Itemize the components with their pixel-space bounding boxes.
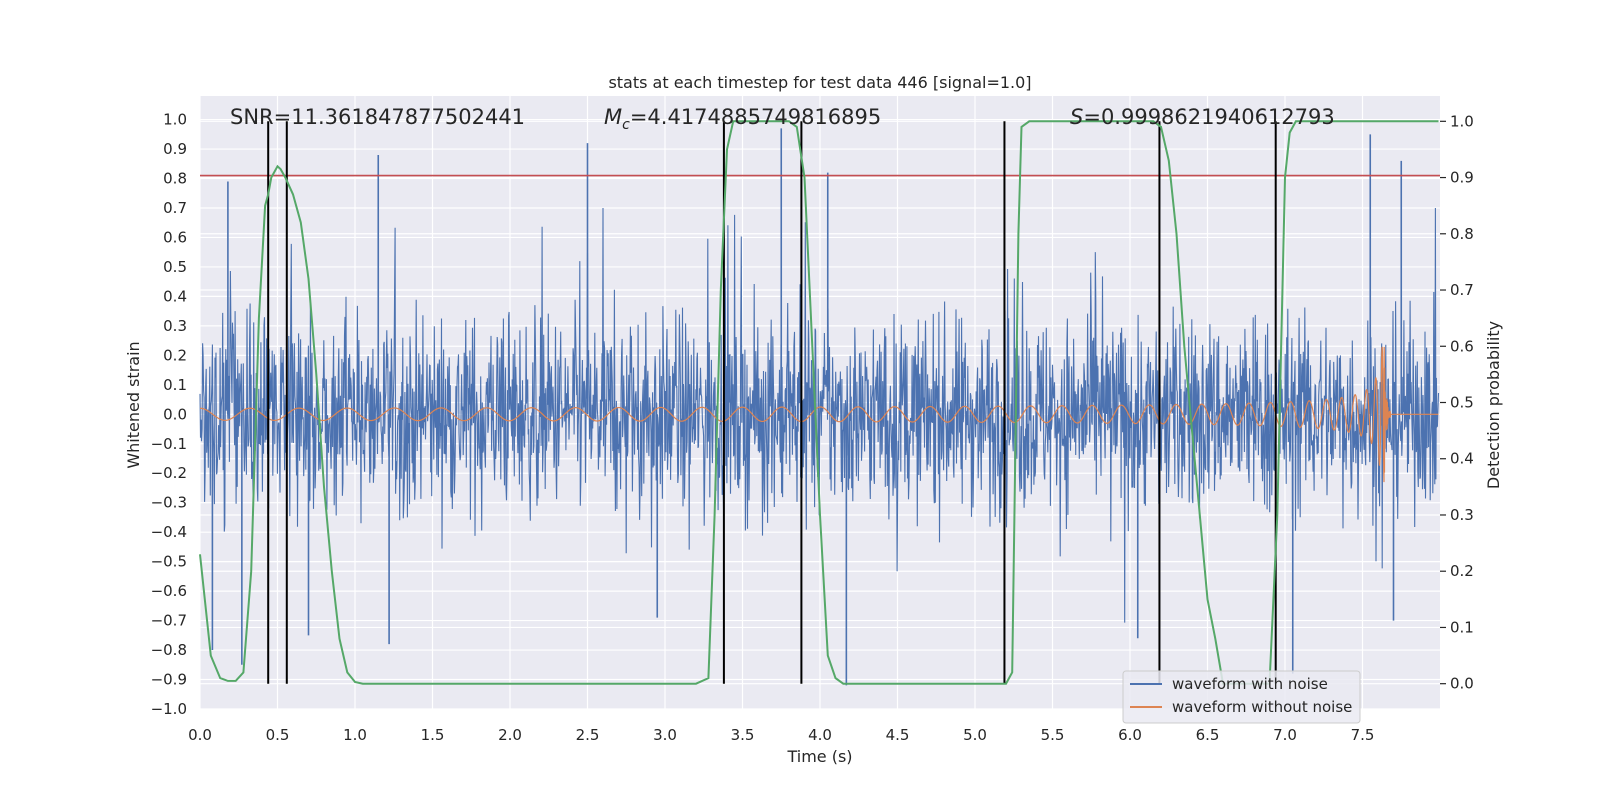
x-axis-label: Time (s) xyxy=(786,747,852,766)
y-tick-label-19: 0.9 xyxy=(163,140,187,158)
y-tick-label-4: −0.6 xyxy=(151,582,187,600)
y2-tick-label-9: 0.9 xyxy=(1450,169,1474,187)
x-tick-label-9: 4.5 xyxy=(886,726,910,744)
y-tick-label-17: 0.7 xyxy=(163,199,187,217)
y-tick-label-5: −0.5 xyxy=(151,553,187,571)
grid-lines xyxy=(199,96,1440,710)
y-tick-label-1: −0.9 xyxy=(151,671,187,689)
y2-tick-label-0: 0.0 xyxy=(1450,675,1474,693)
chart-title: stats at each timestep for test data 446… xyxy=(608,73,1031,92)
legend-label-noisy: waveform with noise xyxy=(1172,675,1328,693)
y-tick-label-2: −0.8 xyxy=(151,641,187,659)
x-tick-label-0: 0.0 xyxy=(188,726,212,744)
y-axis-ticks: −1.0 −0.9 −0.8 −0.7 −0.6 −0.5 −0.4 −0.3 −0.2 −0.1… xyxy=(151,111,187,718)
legend: waveform with noise waveform without noi… xyxy=(1122,670,1361,724)
y2-tick-label-6: 0.6 xyxy=(1450,337,1474,355)
y-tick-label-6: −0.4 xyxy=(151,523,187,541)
x-tick-label-12: 6.0 xyxy=(1118,726,1142,744)
y2-tick-label-3: 0.3 xyxy=(1450,506,1474,524)
y-axis-label: Whitened strain xyxy=(124,341,143,468)
x-tick-label-7: 3.5 xyxy=(731,726,755,744)
y-tick-label-16: 0.6 xyxy=(163,228,187,246)
detection-probability-series xyxy=(199,120,1439,685)
x-tick-label-15: 7.5 xyxy=(1351,726,1375,744)
y2-tick-label-2: 0.2 xyxy=(1450,562,1474,580)
x-tick-label-14: 7.0 xyxy=(1273,726,1297,744)
y2-tick-label-4: 0.4 xyxy=(1450,450,1474,468)
y2-tick-label-10: 1.0 xyxy=(1450,112,1474,130)
detection-probability-line xyxy=(199,120,1439,685)
y2-tick-label-7: 0.7 xyxy=(1450,281,1474,299)
s-value: =0.9998621940612793 xyxy=(1083,105,1334,129)
x-axis-ticks: 0.0 0.5 1.0 1.5 2.0 2.5 3.0 3.5 4.0 4.5 5.0 5.5 6.0 6… xyxy=(188,726,1374,744)
y-tick-label-10: 0.0 xyxy=(163,405,187,423)
y-tick-label-7: −0.3 xyxy=(151,494,187,512)
mc-value: =4.4174885749816895 xyxy=(630,105,881,129)
y-tick-label-8: −0.2 xyxy=(151,464,187,482)
x-tick-label-5: 2.5 xyxy=(576,726,600,744)
s-annotation: S=0.9998621940612793 xyxy=(1070,105,1335,129)
clean-waveform-series xyxy=(200,346,1439,483)
x-tick-label-11: 5.5 xyxy=(1041,726,1065,744)
x-tick-label-13: 6.5 xyxy=(1196,726,1220,744)
y2-tick-label-8: 0.8 xyxy=(1450,225,1474,243)
snr-annotation: SNR=11.361847877502441 xyxy=(230,105,525,129)
y2-tick-label-5: 0.5 xyxy=(1450,394,1474,412)
x-tick-label-10: 5.0 xyxy=(963,726,987,744)
y-tick-label-12: 0.2 xyxy=(163,346,187,364)
y-tick-label-20: 1.0 xyxy=(163,111,187,129)
x-tick-label-6: 3.0 xyxy=(653,726,677,744)
x-tick-label-8: 4.0 xyxy=(808,726,832,744)
x-tick-label-4: 2.0 xyxy=(498,726,522,744)
y-tick-label-0: −1.0 xyxy=(151,700,187,718)
x-tick-label-2: 1.0 xyxy=(343,726,367,744)
y-tick-label-9: −0.1 xyxy=(151,435,187,453)
clean-waveform-line xyxy=(200,346,1439,483)
x-tick-label-1: 0.5 xyxy=(266,726,290,744)
y2-axis-label: Detection probability xyxy=(1484,321,1503,489)
y-tick-label-13: 0.3 xyxy=(163,317,187,335)
y-tick-label-18: 0.8 xyxy=(163,170,187,188)
legend-box xyxy=(1122,670,1361,724)
y-tick-label-15: 0.5 xyxy=(163,258,187,276)
y-tick-label-11: 0.1 xyxy=(163,376,187,394)
y-tick-label-3: −0.7 xyxy=(151,612,187,630)
legend-label-clean: waveform without noise xyxy=(1172,698,1352,716)
y2-axis-ticks: 0.0 0.1 0.2 0.3 0.4 0.5 0.6 0.7 0.8 0.9 1.0 xyxy=(1440,112,1474,693)
mc-subscript: c xyxy=(622,117,630,133)
x-tick-label-3: 1.5 xyxy=(421,726,445,744)
mc-symbol: M xyxy=(604,105,622,129)
mc-annotation: Mc=4.4174885749816895 xyxy=(604,105,881,133)
s-symbol: S xyxy=(1070,105,1083,129)
y2-tick-label-1: 0.1 xyxy=(1450,618,1474,636)
y-tick-label-14: 0.4 xyxy=(163,287,187,305)
